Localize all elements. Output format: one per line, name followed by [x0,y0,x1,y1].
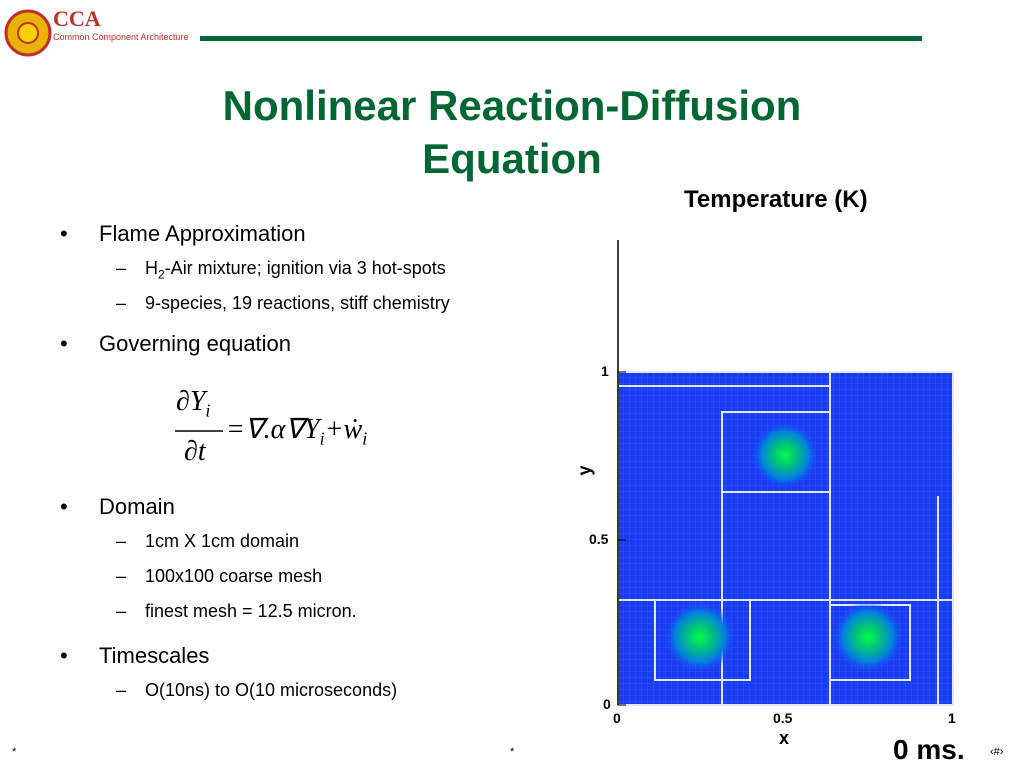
subscript: 2 [158,267,165,282]
text: 100x100 coarse mesh [145,566,323,586]
header-rule [200,36,922,41]
y-tick-label: 1 [601,363,609,379]
bullet-text: Timescales [99,643,210,668]
sub-bullet-text: H2-Air mixture; ignition via 3 hot-spots [145,258,446,282]
hot-spot [664,601,736,673]
figure-title: Temperature (K) [684,186,868,213]
sub-bullet-text: 1cm X 1cm domain [145,531,299,552]
amr-boxes [617,371,954,706]
logo-inner [17,22,39,44]
sub-bullet-marker: – [116,680,127,700]
bullet-text: Governing equation [99,331,292,356]
footer-left: * [12,746,17,758]
text: 9-species, 19 reactions, stiff chemistry [145,293,450,313]
sub-bullet-marker: – [116,531,127,551]
hot-spot [832,601,904,673]
sub-bullet-text: finest mesh = 12.5 micron. [145,601,357,622]
text: finest mesh = 12.5 micron. [145,601,357,621]
sub-bullet-text: 9-species, 19 reactions, stiff chemistry [145,293,450,314]
title: Nonlinear Reaction-Diffusion [222,82,802,129]
text: H [145,258,158,278]
bullet-text: Flame Approximation [99,221,306,246]
footer-center: * [510,746,515,758]
ticks [618,371,626,706]
y-tick-label: 0.5 [589,531,609,547]
bullet-marker: • [60,494,68,519]
x-tick-label: 0 [613,710,621,726]
sub-bullet-marker: – [116,601,127,621]
bullet-text: Domain [99,494,175,519]
x-tick-label: 0.5 [773,710,793,726]
bullet-marker: • [60,331,68,356]
sub-bullet-text: O(10ns) to O(10 microseconds) [145,680,397,701]
text: 1cm X 1cm domain [145,531,300,551]
x-label: x [779,728,790,748]
equation-num: ∂Yi [176,386,211,421]
sub-bullet-text: 100x100 coarse mesh [145,566,322,587]
footer-right: ‹#› [990,746,1004,758]
temperature-plot [617,240,954,706]
time-label: 0 ms. [893,734,965,765]
y-tick-label: 0 [603,696,611,712]
bullet-marker: • [60,221,68,246]
text: O(10ns) to O(10 microseconds) [145,680,398,700]
sub-bullet-marker: – [116,258,127,278]
equation-den: ∂t [184,436,206,467]
y-label: y [574,465,595,476]
sub-bullet-marker: – [116,293,127,313]
logo-text: CCA [53,6,101,31]
logo-subtitle: Common Component Architecture [53,32,189,42]
equation-rhs: =∇.α∇Yi+ẇi [226,414,368,449]
bullet-marker: • [60,643,68,668]
sub-bullet-marker: – [116,566,127,586]
x-tick-label: 1 [948,710,956,726]
title: Equation [422,135,602,182]
text: -Air mixture; ignition via 3 hot-spots [164,258,446,278]
hot-spot [751,421,819,489]
